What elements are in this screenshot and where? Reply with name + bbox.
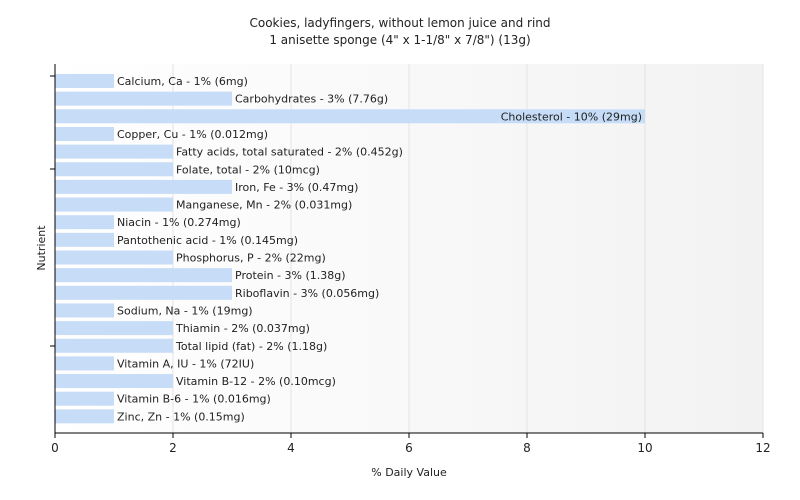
x-tick-label: 8 <box>523 441 531 455</box>
bar-label: Thiamin - 2% (0.037mg) <box>175 322 310 335</box>
bar <box>55 144 173 159</box>
x-tick-label: 10 <box>637 441 652 455</box>
x-tick-label: 12 <box>755 441 770 455</box>
y-axis-label: Nutrient <box>35 225 48 271</box>
chart-subtitle: 1 anisette sponge (4" x 1-1/8" x 7/8") (… <box>269 33 530 47</box>
bar-label: Vitamin B-12 - 2% (0.10mcg) <box>176 375 336 388</box>
bar-label: Vitamin B-6 - 1% (0.016mg) <box>117 393 271 406</box>
bar <box>55 285 232 300</box>
bar-label: Pantothenic acid - 1% (0.145mg) <box>117 234 298 247</box>
bar-label: Total lipid (fat) - 2% (1.18g) <box>175 340 327 353</box>
bar <box>55 391 114 406</box>
bar <box>55 215 114 230</box>
bar <box>55 250 173 265</box>
bar <box>55 126 114 141</box>
x-tick-label: 4 <box>287 441 295 455</box>
x-tick-label: 2 <box>169 441 177 455</box>
bar-label: Cholesterol - 10% (29mg) <box>501 110 642 123</box>
bar <box>55 197 173 212</box>
bar-label: Copper, Cu - 1% (0.012mg) <box>117 128 268 141</box>
bar-label: Carbohydrates - 3% (7.76g) <box>235 93 388 106</box>
axes: 0 2 4 6 8 10 12 <box>50 64 771 455</box>
bar-label: Fatty acids, total saturated - 2% (0.452… <box>176 146 403 159</box>
bar <box>55 179 232 194</box>
x-tick-label: 6 <box>405 441 413 455</box>
chart-title: Cookies, ladyfingers, without lemon juic… <box>249 16 550 30</box>
bar-label: Protein - 3% (1.38g) <box>235 269 346 282</box>
bar <box>55 374 173 389</box>
bar <box>55 409 114 424</box>
bar-label: Riboflavin - 3% (0.056mg) <box>235 287 379 300</box>
bar <box>55 268 232 283</box>
bar-label: Zinc, Zn - 1% (0.15mg) <box>117 410 245 423</box>
x-axis-label: % Daily Value <box>371 466 447 479</box>
x-tick-label: 0 <box>51 441 59 455</box>
bar <box>55 74 114 88</box>
bar-label: Sodium, Na - 1% (19mg) <box>117 304 253 317</box>
bar-label: Phosphorus, P - 2% (22mg) <box>176 252 326 265</box>
grid-lines <box>172 64 764 433</box>
bar <box>55 321 173 336</box>
bar-label: Manganese, Mn - 2% (0.031mg) <box>176 199 352 212</box>
bar <box>55 356 114 371</box>
bar-label: Iron, Fe - 3% (0.47mg) <box>235 181 358 194</box>
bar <box>55 303 114 318</box>
bar <box>55 232 114 247</box>
bar-label: Niacin - 1% (0.274mg) <box>117 216 241 229</box>
bar <box>55 162 173 177</box>
bar <box>55 338 173 353</box>
bar-label: Vitamin A, IU - 1% (72IU) <box>117 357 254 370</box>
bar-label: Calcium, Ca - 1% (6mg) <box>117 75 248 88</box>
bar <box>55 91 232 106</box>
bar <box>55 109 645 124</box>
bars: Calcium, Ca - 1% (6mg) Carbohydrates - 3%… <box>55 74 645 424</box>
bar-label: Folate, total - 2% (10mcg) <box>176 163 320 176</box>
